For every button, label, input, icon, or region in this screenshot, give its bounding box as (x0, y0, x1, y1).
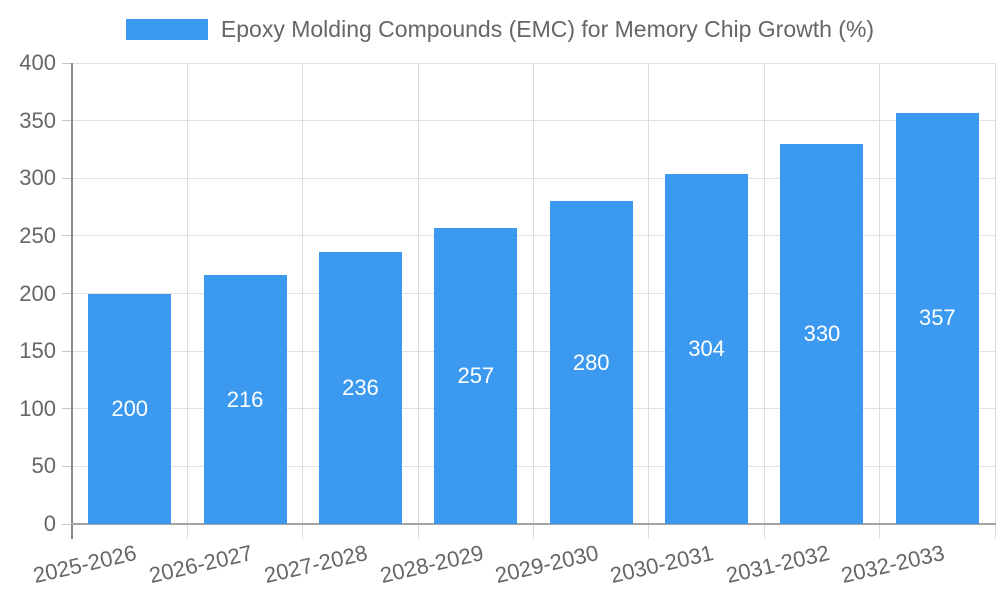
bar-2032-2033[interactable]: 357 (895, 112, 979, 524)
bar-value-label: 357 (918, 305, 956, 331)
bar-2031-2032[interactable]: 330 (780, 143, 864, 524)
y-axis-label: 200 (19, 280, 56, 306)
x-gridline (879, 63, 881, 539)
x-gridline (417, 63, 419, 539)
y-axis-label: 150 (19, 338, 56, 364)
y-axis-tick (62, 465, 72, 467)
bar-2027-2028[interactable]: 236 (318, 252, 402, 524)
y-axis-tick (62, 177, 72, 179)
x-axis-label: 2028-2029 (377, 540, 486, 589)
legend[interactable]: Epoxy Molding Compounds (EMC) for Memory… (0, 16, 1000, 43)
y-axis-label: 400 (19, 50, 56, 75)
y-axis-label: 250 (19, 222, 56, 248)
x-axis-label: 2032-2033 (838, 540, 947, 589)
legend-swatch-icon (125, 19, 208, 40)
y-axis-tick (62, 408, 72, 410)
legend-label: Epoxy Molding Compounds (EMC) for Memory… (220, 16, 875, 42)
x-axis-label: 2027-2028 (261, 540, 371, 589)
x-gridline (302, 63, 304, 539)
bar-value-label: 200 (111, 395, 149, 421)
x-axis-label: 2030-2031 (608, 540, 717, 589)
x-gridline (533, 63, 534, 539)
y-axis-tick (62, 120, 72, 122)
bar-value-label: 304 (688, 335, 725, 361)
x-axis-label: 2029-2030 (492, 540, 601, 589)
bar-value-label: 280 (572, 349, 610, 375)
x-gridline (994, 63, 996, 539)
y-axis-tick (62, 235, 72, 237)
y-axis-tick (62, 293, 72, 294)
y-axis-label: 300 (19, 165, 56, 191)
bar-value-label: 236 (342, 374, 379, 400)
y-axis-label: 350 (19, 107, 56, 133)
bar-2030-2031[interactable]: 304 (665, 173, 749, 524)
y-axis-tick (62, 350, 72, 352)
x-gridline (648, 63, 650, 539)
bar-2026-2027[interactable]: 216 (203, 275, 287, 524)
x-gridline (186, 63, 188, 539)
bar-value-label: 257 (457, 362, 495, 388)
x-axis-line (71, 523, 996, 525)
y-axis-line (71, 63, 73, 539)
bar-value-label: 216 (226, 386, 264, 412)
x-axis-label: 2026-2027 (146, 540, 255, 589)
y-axis-tick (62, 62, 72, 64)
x-axis-label: 2025-2026 (31, 540, 140, 589)
bar-2025-2026[interactable]: 200 (88, 293, 172, 524)
x-axis-label: 2031-2032 (723, 540, 832, 589)
bar-2028-2029[interactable]: 257 (434, 227, 518, 524)
y-axis-tick (62, 523, 72, 525)
bar-value-label: 330 (803, 320, 841, 346)
y-axis-label: 50 (31, 453, 56, 479)
y-axis-label: 100 (19, 395, 56, 421)
bar-2029-2030[interactable]: 280 (549, 201, 633, 524)
y-axis-label: 0 (43, 511, 56, 536)
x-gridline (763, 63, 765, 539)
